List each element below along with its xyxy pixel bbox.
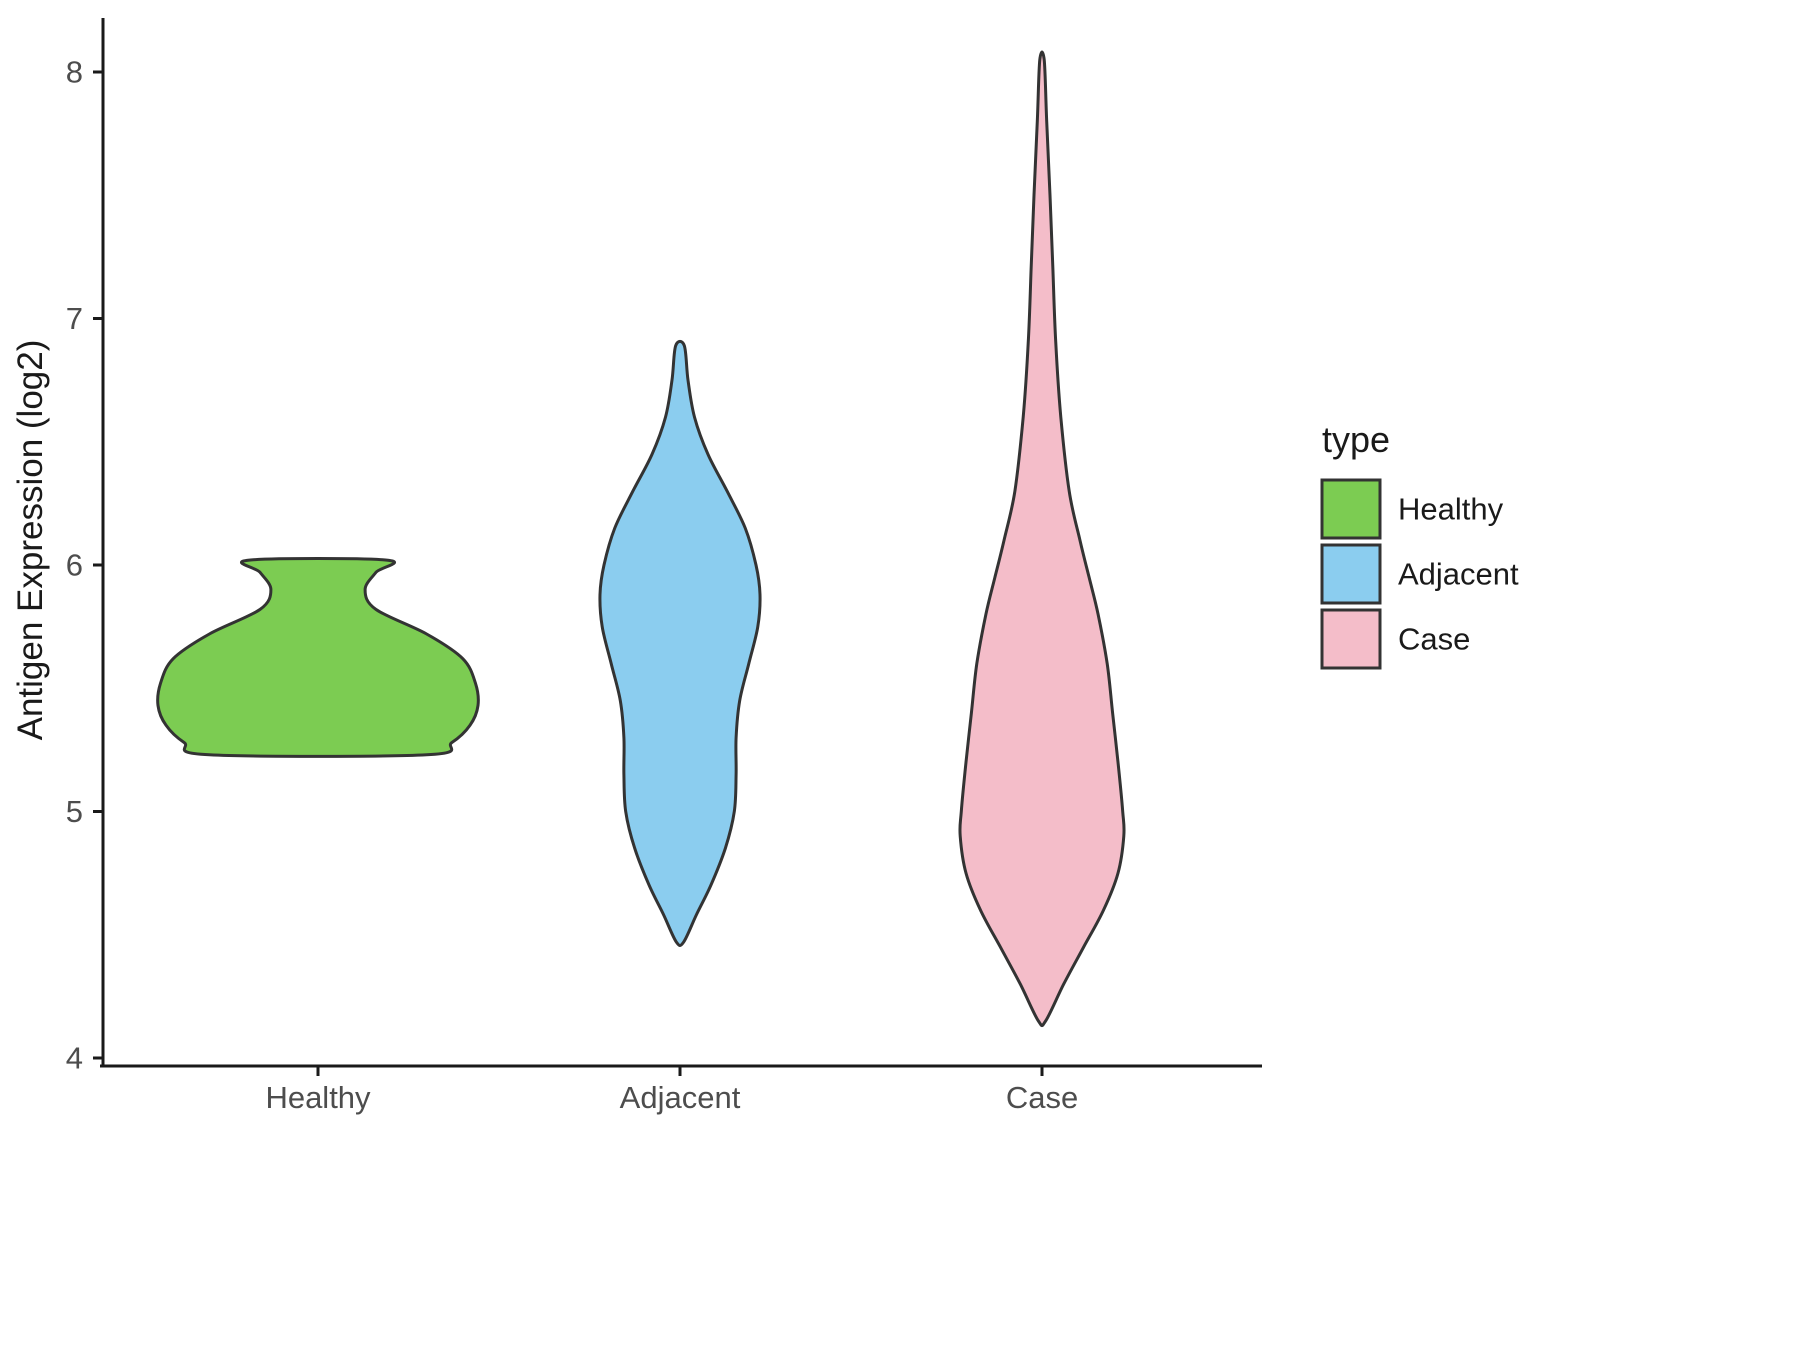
- x-tick-label: Case: [1006, 1080, 1078, 1115]
- x-tick-label: Adjacent: [620, 1080, 741, 1115]
- y-tick-label: 5: [66, 794, 83, 829]
- y-tick-label: 7: [66, 301, 83, 336]
- y-tick-label: 4: [66, 1041, 83, 1076]
- legend-label-case: Case: [1398, 622, 1470, 657]
- y-tick-label: 6: [66, 548, 83, 583]
- y-tick-label: 8: [66, 55, 83, 90]
- legend-label-adjacent: Adjacent: [1398, 557, 1519, 592]
- legend-swatch-healthy: [1320, 478, 1382, 540]
- legend-swatch-case: [1320, 608, 1382, 670]
- legend-label-healthy: Healthy: [1398, 492, 1504, 527]
- x-tick-label: Healthy: [265, 1080, 371, 1115]
- violin-adjacent: [598, 339, 762, 947]
- legend-title: type: [1322, 419, 1390, 460]
- legend-swatch-adjacent: [1320, 543, 1382, 605]
- violin-healthy: [156, 557, 480, 758]
- violin-case: [958, 50, 1126, 1028]
- y-axis-title: Antigen Expression (log2): [11, 340, 50, 741]
